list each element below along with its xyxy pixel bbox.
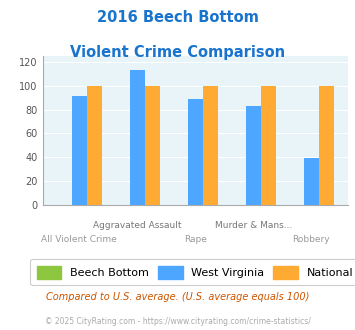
Bar <box>188 99 203 205</box>
Bar <box>87 86 102 205</box>
Bar <box>203 86 218 205</box>
Text: Violent Crime Comparison: Violent Crime Comparison <box>70 45 285 59</box>
Bar <box>319 86 334 205</box>
Text: Compared to U.S. average. (U.S. average equals 100): Compared to U.S. average. (U.S. average … <box>46 292 309 302</box>
Bar <box>145 86 160 205</box>
Bar <box>304 158 319 205</box>
Legend: Beech Bottom, West Virginia, National: Beech Bottom, West Virginia, National <box>31 259 355 285</box>
Bar <box>261 86 276 205</box>
Bar <box>72 96 87 205</box>
Bar <box>130 70 145 205</box>
Text: © 2025 CityRating.com - https://www.cityrating.com/crime-statistics/: © 2025 CityRating.com - https://www.city… <box>45 317 310 326</box>
Text: Aggravated Assault: Aggravated Assault <box>93 221 181 230</box>
Text: Rape: Rape <box>184 235 207 244</box>
Text: Murder & Mans...: Murder & Mans... <box>215 221 292 230</box>
Text: All Violent Crime: All Violent Crime <box>41 235 117 244</box>
Text: 2016 Beech Bottom: 2016 Beech Bottom <box>97 10 258 25</box>
Text: Robbery: Robbery <box>293 235 330 244</box>
Bar <box>246 106 261 205</box>
